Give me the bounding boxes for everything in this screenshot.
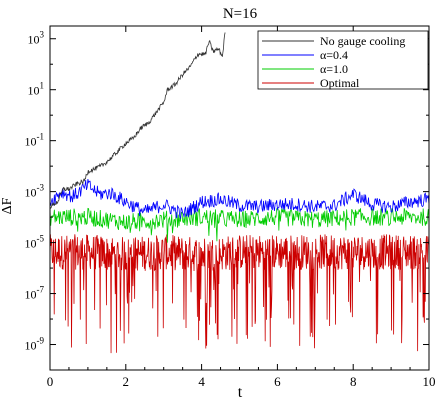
legend-label: α=1.0 <box>320 62 348 76</box>
legend-label: Optimal <box>320 76 360 90</box>
y-tick-label: 10-7 <box>25 285 45 302</box>
x-tick-label: 0 <box>47 374 54 389</box>
y-tick-label: 101 <box>28 81 45 98</box>
x-tick-label: 10 <box>423 374 436 389</box>
series-line-3 <box>50 234 429 354</box>
x-tick-label: 2 <box>123 374 130 389</box>
chart-title: N=16 <box>223 6 258 22</box>
axes: 0 2 4 6 8 10 103 101 10-1 10-3 10-5 10-7 10-9 <box>25 25 436 389</box>
y-tick-label: 10-3 <box>25 183 45 200</box>
series-line-1 <box>50 178 429 219</box>
series-line-0 <box>50 32 226 209</box>
y-tick-label: 10-5 <box>25 234 45 251</box>
legend-label: No gauge cooling <box>320 34 405 48</box>
y-tick-label: 10-9 <box>25 336 45 353</box>
plot-area <box>50 32 429 354</box>
x-tick-label: 4 <box>198 374 205 389</box>
legend-label: α=0.4 <box>320 48 348 62</box>
y-tick-label: 103 <box>28 30 45 47</box>
x-tick-label: 8 <box>350 374 357 389</box>
y-tick-label: 10-1 <box>25 132 45 149</box>
y-axis-label: ΔF <box>0 197 15 214</box>
x-axis-label: t <box>238 384 243 401</box>
x-tick-label: 6 <box>274 374 281 389</box>
